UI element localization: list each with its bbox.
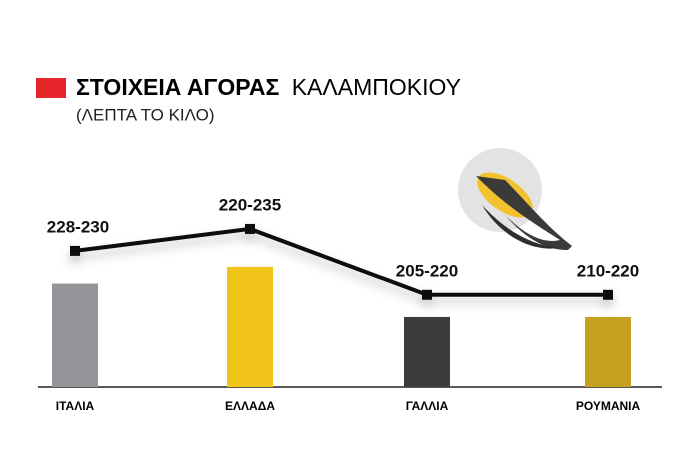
chart-title: ΣΤΟΙΧΕΙΑ ΑΓΟΡΑΣ ΚΑΛΑΜΠΟΚΙΟΥ (76, 74, 461, 100)
data-label: 205-220 (396, 261, 458, 280)
chart-subtitle: (ΛΕΠΤΑ ΤΟ ΚΙΛΟ) (76, 105, 215, 124)
data-label: 210-220 (577, 261, 639, 280)
bar (585, 316, 631, 387)
corn-icon (458, 148, 572, 250)
line-marker (422, 289, 432, 300)
bar (227, 266, 273, 387)
x-tick-label: ΕΛΛΑΔΑ (225, 399, 275, 413)
bar (52, 283, 98, 387)
line-marker (70, 245, 80, 256)
title-bold: ΣΤΟΙΧΕΙΑ ΑΓΟΡΑΣ (76, 74, 280, 100)
data-label: 220-235 (219, 195, 281, 214)
data-label: 228-230 (47, 217, 109, 236)
line-marker (603, 289, 613, 300)
x-tick-label: ΡΟΥΜΑΝΙΑ (576, 399, 641, 413)
x-tick-label: ΓΑΛΛΙΑ (406, 399, 449, 413)
x-tick-label: ΙΤΑΛΙΑ (56, 399, 95, 413)
title-marker (36, 78, 66, 98)
title-regular: ΚΑΛΑΜΠΟΚΙΟΥ (292, 74, 461, 100)
bar (404, 316, 450, 387)
price-line (74, 226, 608, 297)
line-marker (245, 223, 255, 234)
